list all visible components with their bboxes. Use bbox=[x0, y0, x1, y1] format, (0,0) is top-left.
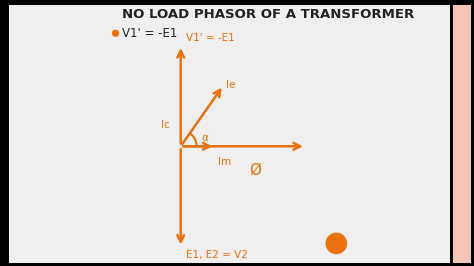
Text: V1' = -E1: V1' = -E1 bbox=[186, 32, 235, 43]
Circle shape bbox=[326, 233, 346, 253]
Text: Ie: Ie bbox=[226, 80, 236, 90]
Text: Im: Im bbox=[218, 157, 231, 167]
Circle shape bbox=[113, 30, 118, 36]
Text: Ic: Ic bbox=[161, 120, 170, 130]
Text: α: α bbox=[201, 133, 208, 143]
Text: E1, E2 = V2: E1, E2 = V2 bbox=[186, 250, 248, 260]
Text: Ø: Ø bbox=[249, 163, 261, 178]
Text: NO LOAD PHASOR OF A TRANSFORMER: NO LOAD PHASOR OF A TRANSFORMER bbox=[122, 8, 414, 21]
Text: V1' = -E1: V1' = -E1 bbox=[122, 27, 177, 40]
